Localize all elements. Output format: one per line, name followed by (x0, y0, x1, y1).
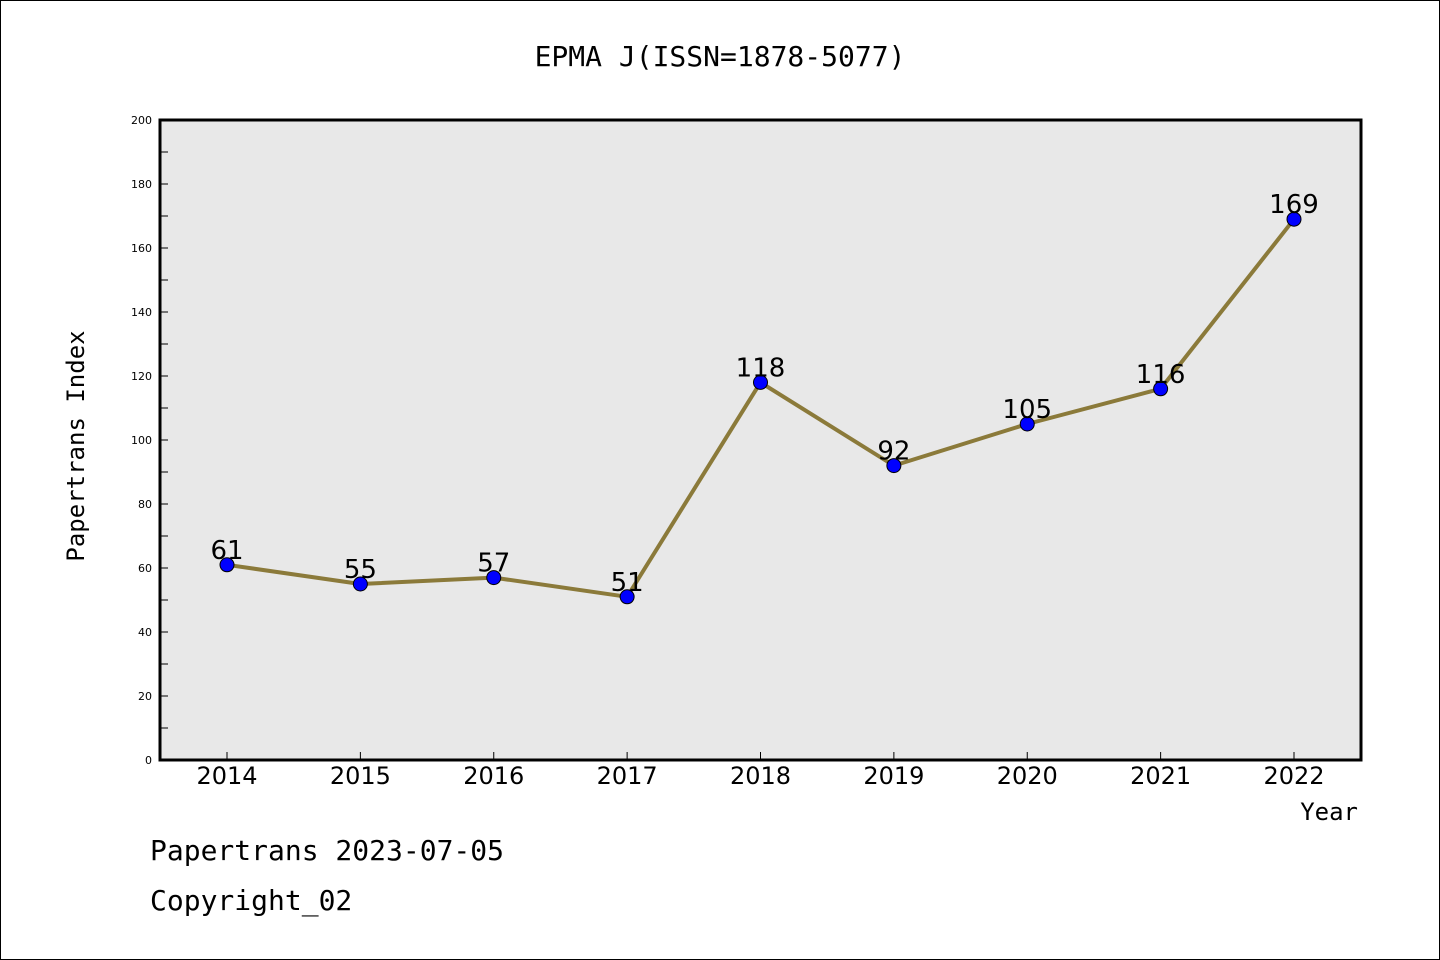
data-point (219, 557, 235, 573)
data-label: 57 (477, 549, 510, 579)
x-tick-label: 2020 (997, 762, 1058, 790)
plot-area (160, 120, 1361, 760)
x-tick-label: 2016 (463, 762, 524, 790)
y-tick-label: 180 (131, 178, 152, 191)
y-tick-label: 0 (145, 754, 152, 767)
x-tick-label: 2021 (1130, 762, 1191, 790)
data-point (1019, 416, 1035, 432)
y-axis-title: Papertrans Index (62, 330, 90, 561)
x-tick-label: 2014 (196, 762, 257, 790)
data-label: 116 (1136, 360, 1186, 390)
footer-date-line: Papertrans 2023-07-05 (150, 834, 505, 867)
data-label: 92 (877, 437, 910, 467)
data-point (1286, 211, 1302, 227)
data-label-layer: 61 55 57 51 118 92 105 116 169 (210, 190, 1318, 598)
y-tick-label: 160 (131, 242, 152, 255)
data-point (619, 589, 635, 605)
series-layer (219, 211, 1302, 605)
y-tick-label: 20 (138, 690, 152, 703)
y-tick-label: 120 (131, 370, 152, 383)
y-tick-label: 200 (131, 114, 152, 127)
data-label: 51 (611, 568, 644, 598)
x-axis-title: Year (1300, 798, 1358, 826)
data-point (486, 570, 502, 586)
data-label: 169 (1269, 190, 1319, 220)
data-point (1153, 381, 1169, 397)
y-tick-label: 80 (138, 498, 152, 511)
footer-copyright-line: Copyright_02 (150, 884, 353, 917)
x-tick-label: 2015 (330, 762, 391, 790)
y-tick-label: 60 (138, 562, 152, 575)
y-tick-label: 100 (131, 434, 152, 447)
data-label: 118 (736, 353, 786, 383)
plot-border (158, 118, 1363, 762)
y-axis: 0 20 40 60 80 100 120 140 160 180 200 (131, 114, 168, 767)
x-tick-label: 2019 (863, 762, 924, 790)
data-label: 105 (1002, 395, 1052, 425)
data-point (886, 458, 902, 474)
x-axis: 2014 2015 2016 2017 2018 2019 2020 2021 2022 (196, 752, 1325, 790)
x-tick-label: 2017 (597, 762, 658, 790)
y-tick-label: 40 (138, 626, 152, 639)
x-tick-label: 2018 (730, 762, 791, 790)
data-point (352, 576, 368, 592)
x-tick-label: 2022 (1263, 762, 1324, 790)
chart-title: EPMA J(ISSN=1878-5077) (535, 40, 906, 73)
y-tick-label: 140 (131, 306, 152, 319)
data-point (753, 374, 768, 390)
data-label: 61 (210, 536, 243, 566)
data-label: 55 (344, 555, 377, 585)
